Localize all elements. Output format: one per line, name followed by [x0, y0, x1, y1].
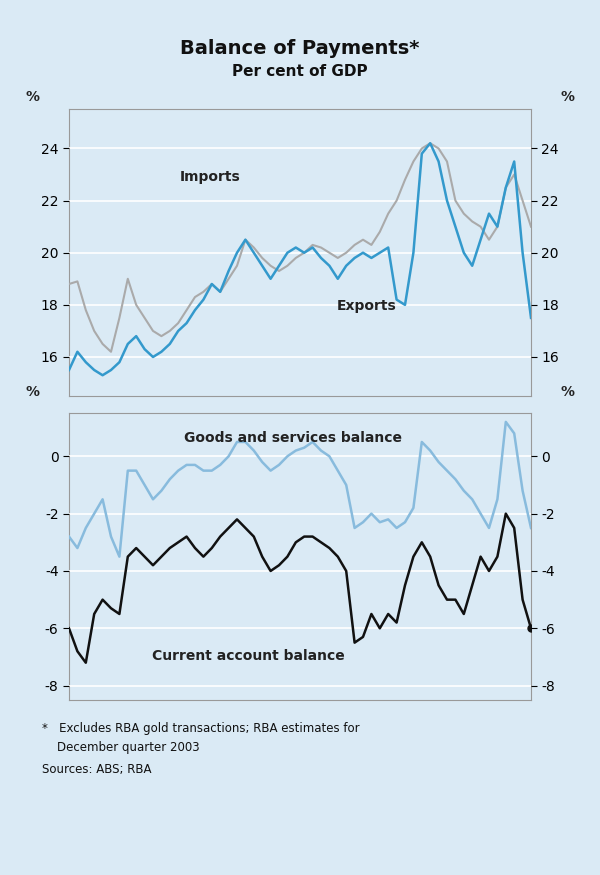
Text: December quarter 2003: December quarter 2003: [42, 741, 200, 754]
Text: Current account balance: Current account balance: [152, 649, 345, 663]
Text: Imports: Imports: [180, 170, 241, 184]
Text: Balance of Payments*: Balance of Payments*: [181, 38, 419, 58]
Text: %: %: [561, 89, 575, 103]
Text: Per cent of GDP: Per cent of GDP: [232, 64, 368, 80]
Text: %: %: [25, 89, 39, 103]
Text: Goods and services balance: Goods and services balance: [185, 431, 403, 445]
Text: %: %: [25, 385, 39, 399]
Text: Sources: ABS; RBA: Sources: ABS; RBA: [42, 763, 151, 776]
Text: *   Excludes RBA gold transactions; RBA estimates for: * Excludes RBA gold transactions; RBA es…: [42, 722, 359, 735]
Text: Exports: Exports: [337, 299, 397, 313]
Text: %: %: [561, 385, 575, 399]
